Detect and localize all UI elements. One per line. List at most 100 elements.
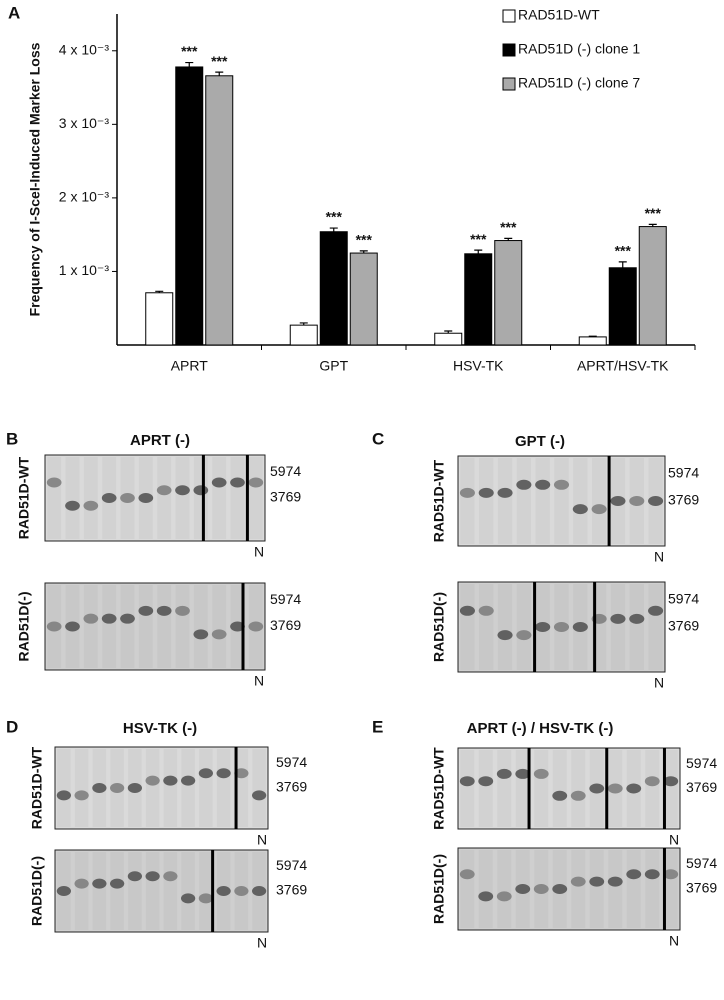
marker-label: 5974 xyxy=(270,591,301,607)
gel-smear xyxy=(663,750,678,827)
lane-label: N xyxy=(257,832,267,848)
gel-smear xyxy=(120,457,135,539)
bar xyxy=(608,267,637,346)
x-tick-label: HSV-TK xyxy=(453,358,504,374)
gel-band xyxy=(65,621,80,632)
gel-band xyxy=(163,775,178,786)
gel-band xyxy=(570,790,586,801)
panel-title: HSV-TK (-) xyxy=(123,720,197,737)
gel-smear xyxy=(181,852,195,930)
bar xyxy=(464,253,493,346)
legend-swatch xyxy=(502,9,516,23)
gel-band xyxy=(120,613,135,624)
marker-label: 3769 xyxy=(276,779,307,795)
gel-band xyxy=(252,886,267,896)
gel-band xyxy=(198,768,213,779)
gel-smear xyxy=(128,749,142,827)
gel-smear xyxy=(110,852,124,930)
marker-label: 3769 xyxy=(276,882,307,898)
gel-band xyxy=(156,605,172,616)
gel-smear xyxy=(645,750,660,827)
y-axis-label: Frequency of I-SceI-Induced Marker Loss xyxy=(27,42,43,316)
error-bar xyxy=(618,261,627,268)
gel-band xyxy=(663,776,679,787)
panel-letter: E xyxy=(372,717,383,736)
lane-label: N xyxy=(257,935,267,951)
row-label: RAD51D(-) xyxy=(431,592,447,662)
gel-image xyxy=(457,747,681,830)
bar xyxy=(145,292,174,346)
gel-smear xyxy=(589,750,604,827)
gel-smear xyxy=(216,852,231,930)
row-label: RAD51D-WT xyxy=(16,456,32,539)
bar xyxy=(289,324,318,346)
gel-band xyxy=(248,477,264,488)
gel-band xyxy=(626,783,642,794)
gel-smear xyxy=(57,852,71,930)
marker-label: 3769 xyxy=(686,779,717,795)
gel-band xyxy=(181,893,196,904)
error-bar xyxy=(215,71,224,76)
bar xyxy=(205,75,234,346)
row-label: RAD51D(-) xyxy=(29,856,45,926)
gel-smear xyxy=(573,584,588,670)
gel-band xyxy=(92,783,107,793)
marker-label: 5974 xyxy=(270,463,301,479)
marker-label: 3769 xyxy=(668,618,699,634)
error-bar xyxy=(299,322,308,326)
gel-smear xyxy=(102,457,117,539)
significance-label: *** xyxy=(500,219,517,235)
gel-band xyxy=(516,630,532,641)
error-bar xyxy=(185,61,194,67)
gel-band xyxy=(211,477,227,488)
gel-band xyxy=(163,871,178,882)
gel-smear xyxy=(571,850,586,928)
bar xyxy=(434,332,463,346)
marker-label: 3769 xyxy=(686,880,717,896)
gel-band xyxy=(145,775,160,786)
gel-smear xyxy=(83,457,98,539)
gel-band xyxy=(459,869,475,880)
panel-letter: C xyxy=(372,429,384,448)
gel-smear xyxy=(175,585,190,668)
marker-label: 3769 xyxy=(270,617,301,633)
gel-band xyxy=(478,605,494,616)
gel-smear xyxy=(199,852,213,930)
gel-band xyxy=(83,613,99,624)
error-bar xyxy=(474,249,483,254)
gel-band xyxy=(516,479,532,490)
gel-smear xyxy=(478,850,493,928)
gel-band xyxy=(120,493,135,503)
gel-band xyxy=(607,783,623,794)
gel-band xyxy=(533,884,549,894)
y-tick-label: 3 x 10⁻³ xyxy=(59,115,110,131)
gel-smear xyxy=(175,457,190,539)
x-tick-label: APRT xyxy=(171,358,209,374)
gel-band xyxy=(110,878,125,889)
gel-band xyxy=(644,776,660,787)
gel-band xyxy=(175,485,190,496)
gel-band xyxy=(234,886,249,896)
bar xyxy=(319,231,348,346)
gel-smear xyxy=(92,749,107,827)
significance-label: *** xyxy=(356,232,373,248)
panel-letter: B xyxy=(6,429,18,448)
significance-label: *** xyxy=(326,209,343,225)
error-bar xyxy=(444,330,453,334)
gel-band xyxy=(497,630,513,641)
lane-label: N xyxy=(254,673,264,689)
gel-band xyxy=(572,504,588,515)
gel-smear xyxy=(515,850,530,928)
gel-band xyxy=(65,500,80,511)
gel-smear xyxy=(65,585,80,668)
gel-band xyxy=(570,876,586,887)
gel-band xyxy=(663,869,679,880)
gel-band xyxy=(610,613,626,624)
gel-band xyxy=(629,613,645,624)
gel-smear xyxy=(47,585,62,668)
gel-band xyxy=(198,893,213,904)
gel-smear xyxy=(573,458,588,544)
gel-band xyxy=(138,605,154,616)
gel-smear xyxy=(193,585,208,668)
